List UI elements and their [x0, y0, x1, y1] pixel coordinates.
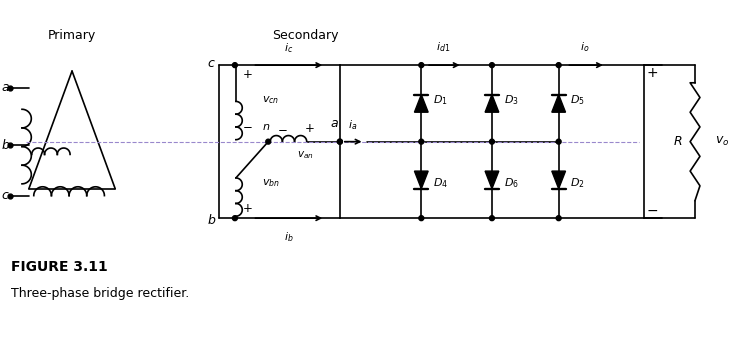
Text: $a$: $a$ — [330, 117, 338, 130]
Text: $D_5$: $D_5$ — [570, 94, 585, 107]
Text: +: + — [243, 202, 252, 215]
Polygon shape — [552, 171, 566, 189]
Text: $-$: $-$ — [242, 119, 253, 132]
Circle shape — [556, 63, 561, 68]
Circle shape — [419, 216, 424, 221]
Circle shape — [419, 139, 424, 144]
Text: $v_o$: $v_o$ — [714, 135, 729, 148]
Polygon shape — [552, 94, 566, 112]
Text: Secondary: Secondary — [273, 29, 339, 42]
Circle shape — [556, 216, 561, 221]
Text: $b$: $b$ — [207, 213, 216, 227]
Text: $b$: $b$ — [1, 138, 10, 152]
Text: $n$: $n$ — [262, 122, 270, 132]
Circle shape — [338, 139, 343, 144]
Text: $i_c$: $i_c$ — [284, 41, 294, 55]
Text: $-$: $-$ — [277, 122, 287, 135]
Polygon shape — [485, 94, 499, 112]
Text: $R$: $R$ — [673, 135, 682, 148]
Text: $D_1$: $D_1$ — [433, 94, 448, 107]
Text: $i_a$: $i_a$ — [348, 118, 357, 132]
Text: +: + — [305, 122, 315, 135]
Polygon shape — [415, 94, 428, 112]
Text: $D_2$: $D_2$ — [570, 176, 585, 190]
Text: $v_{bn}$: $v_{bn}$ — [262, 177, 280, 189]
Text: $c$: $c$ — [207, 57, 216, 69]
Circle shape — [266, 139, 270, 144]
Text: $D_6$: $D_6$ — [504, 176, 518, 190]
Text: Three-phase bridge rectifier.: Three-phase bridge rectifier. — [11, 287, 190, 300]
Text: Primary: Primary — [48, 29, 96, 42]
Polygon shape — [415, 171, 428, 189]
Text: $i_o$: $i_o$ — [580, 40, 590, 54]
Text: $v_{cn}$: $v_{cn}$ — [262, 94, 280, 106]
Circle shape — [556, 139, 561, 144]
Polygon shape — [485, 171, 499, 189]
Text: FIGURE 3.11: FIGURE 3.11 — [11, 260, 108, 274]
Circle shape — [233, 63, 238, 68]
Text: $D_4$: $D_4$ — [433, 176, 448, 190]
Text: +: + — [243, 68, 252, 81]
Circle shape — [489, 63, 494, 68]
Text: $i_b$: $i_b$ — [284, 230, 294, 244]
Text: $i_{d1}$: $i_{d1}$ — [436, 40, 450, 54]
Text: $a$: $a$ — [1, 81, 9, 94]
Circle shape — [233, 216, 238, 221]
Text: $D_3$: $D_3$ — [504, 94, 518, 107]
Text: $-$: $-$ — [646, 203, 658, 217]
Text: $v_{an}$: $v_{an}$ — [297, 150, 314, 161]
Text: +: + — [646, 66, 658, 80]
Circle shape — [489, 216, 494, 221]
Circle shape — [419, 63, 424, 68]
Text: $c$: $c$ — [1, 189, 9, 202]
Circle shape — [489, 139, 494, 144]
Circle shape — [338, 139, 343, 144]
